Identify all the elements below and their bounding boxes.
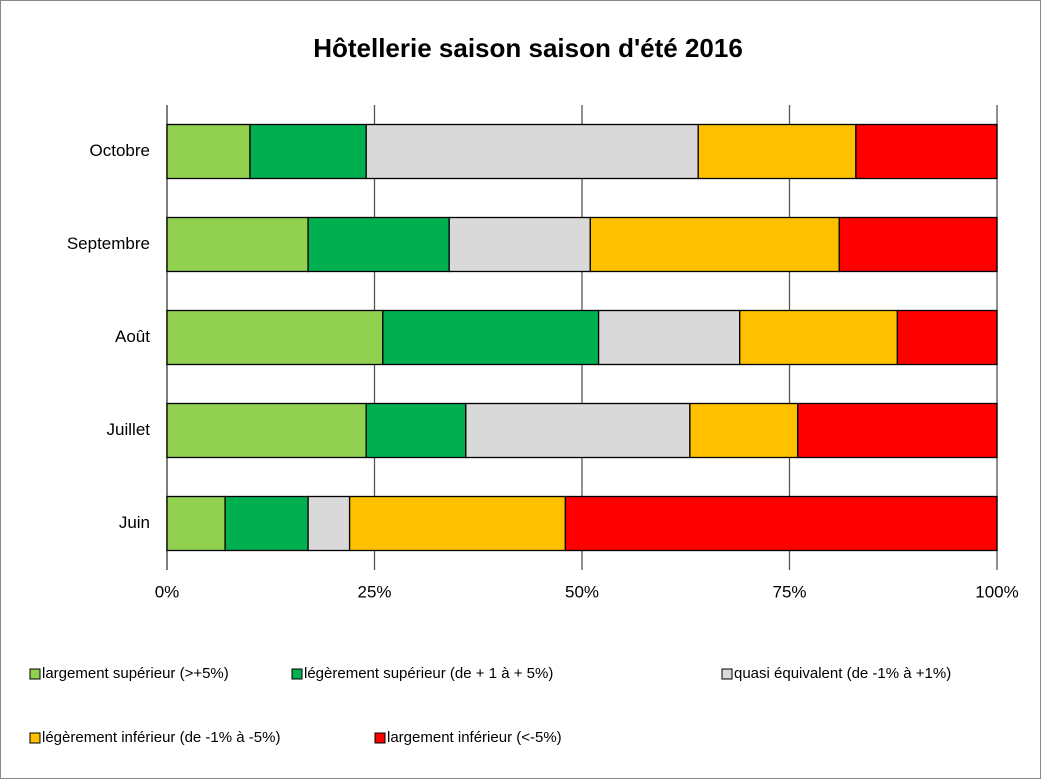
legend-marker <box>291 668 303 680</box>
legend-label: largement supérieur (>+5%) <box>42 665 229 682</box>
legend-label: légèrement supérieur (de + 1 à + 5%) <box>304 665 553 682</box>
bar-segment <box>307 495 351 552</box>
bar-segment <box>564 495 998 552</box>
bar-segment <box>348 495 567 552</box>
bar-segment <box>697 123 857 180</box>
bar-segment <box>166 216 309 273</box>
bar-segment <box>166 495 226 552</box>
bar-segment <box>838 216 998 273</box>
legend-label: quasi équivalent (de -1% à +1%) <box>734 665 951 682</box>
bar-segment <box>166 123 251 180</box>
y-tick-label: Août <box>115 327 150 346</box>
x-tick-label: 0% <box>155 582 180 601</box>
legend-marker <box>29 668 41 680</box>
bar-segment <box>249 123 367 180</box>
bar-segment <box>166 402 367 459</box>
bar-segment <box>465 402 691 459</box>
bar-segment <box>224 495 309 552</box>
bar-segment <box>448 216 591 273</box>
y-tick-label: Septembre <box>67 234 150 253</box>
bar-segment <box>896 309 998 366</box>
x-tick-label: 100% <box>975 582 1018 601</box>
bar-segment <box>589 216 840 273</box>
bar-segment <box>382 309 600 366</box>
x-tick-label: 50% <box>565 582 599 601</box>
chart-title: Hôtellerie saison saison d'été 2016 <box>313 33 743 63</box>
bar-segment <box>689 402 799 459</box>
x-tick-label: 25% <box>357 582 391 601</box>
y-tick-label: Juillet <box>107 420 151 439</box>
bar-segment <box>797 402 998 459</box>
legend-label: largement inférieur (<-5%) <box>387 729 562 746</box>
legend-marker <box>721 668 733 680</box>
bar-segment <box>739 309 899 366</box>
y-tick-label: Octobre <box>90 141 150 160</box>
x-tick-label: 75% <box>772 582 806 601</box>
bar-segment <box>597 309 741 366</box>
bar-segment <box>855 123 998 180</box>
legend-label: légèrement inférieur (de -1% à -5%) <box>42 729 280 746</box>
legend-marker <box>374 732 386 744</box>
bar-segment <box>307 216 450 273</box>
legend-marker <box>29 732 41 744</box>
bar-segment <box>166 309 384 366</box>
bar-segment <box>365 402 467 459</box>
y-tick-label: Juin <box>119 513 150 532</box>
bar-segment <box>365 123 699 180</box>
